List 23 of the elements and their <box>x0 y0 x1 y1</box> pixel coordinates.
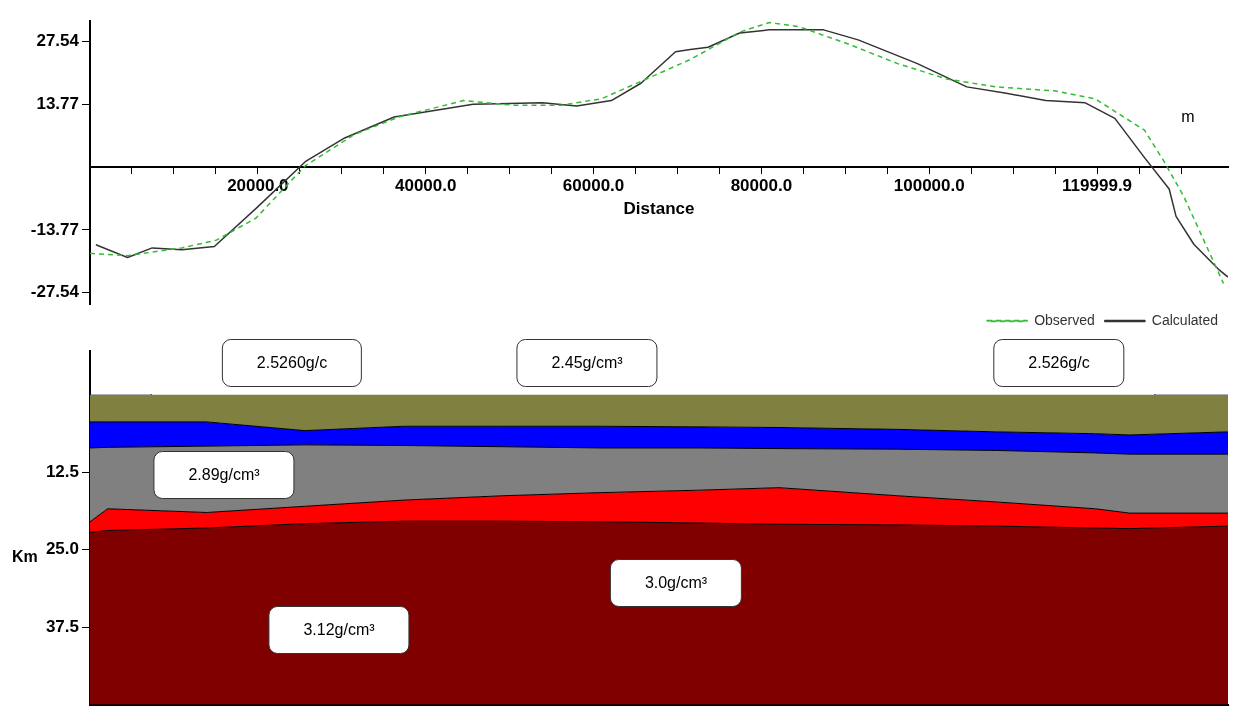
y-tick-label: 13.77 <box>36 94 79 114</box>
y-tick-label: -13.77 <box>30 219 79 239</box>
x-tick-label: 119999.9 <box>1062 176 1133 196</box>
callout-box: 2.5260g/c <box>221 339 363 387</box>
legend-label: Calculated <box>1151 311 1218 328</box>
annotation: m <box>1181 107 1195 125</box>
x-tick-label: 40000.0 <box>394 176 457 196</box>
callout-box: 2.526g/c <box>993 339 1125 387</box>
callout-box: 2.45g/cm³ <box>516 339 658 387</box>
y-tick-label: 27.54 <box>36 31 80 51</box>
callout-box: 2.89g/cm³ <box>153 451 295 499</box>
x-tick-label: 80000.0 <box>730 176 793 196</box>
x-axis-title: Distance <box>623 199 695 219</box>
y-tick-label: 12.5 <box>45 461 79 481</box>
callout-box: 3.0g/cm³ <box>609 559 743 607</box>
x-tick-label: 60000.0 <box>562 176 625 196</box>
y-tick-label: -27.54 <box>30 282 80 302</box>
y-tick-label: 37.5 <box>45 616 79 636</box>
legend-label: Observed <box>1034 311 1095 328</box>
callout-box: 3.12g/cm³ <box>268 606 410 654</box>
y-tick-label: 25.0 <box>45 539 79 559</box>
y-axis-title: Km <box>12 548 38 566</box>
x-tick-label: 100000.0 <box>893 176 965 196</box>
